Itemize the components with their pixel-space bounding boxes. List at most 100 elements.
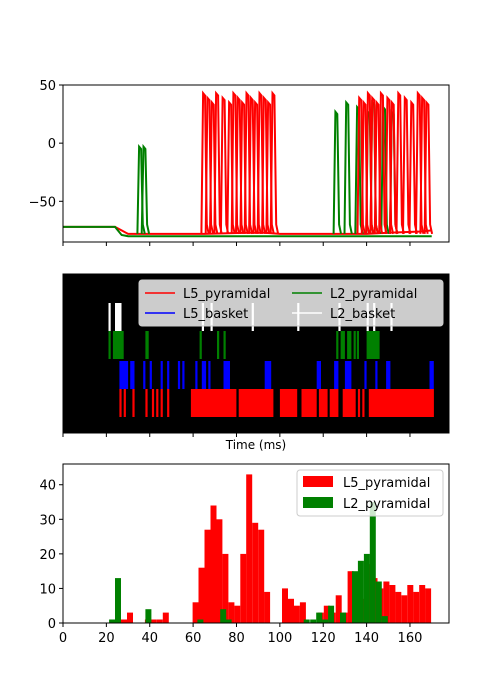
histogram-bar-l5-pyramidal: [210, 505, 217, 623]
action-potential-spike: [369, 95, 379, 235]
histogram-bar-l5-pyramidal: [240, 553, 247, 623]
histogram-bar-l2-pyramidal: [357, 560, 364, 623]
x-tick-label: 20: [98, 631, 115, 646]
raster-spike-l5-basket: [160, 361, 163, 389]
action-potential-spike: [269, 90, 280, 235]
raster-spike-l2-pyramidal: [199, 331, 202, 359]
raster-spike-l5-pyramidal: [342, 389, 356, 417]
raster-spike-l5-pyramidal: [301, 389, 317, 417]
histogram-bar-l5-pyramidal: [204, 529, 211, 623]
histogram-bar-l5-pyramidal: [198, 567, 205, 623]
y-tick-label: 20: [39, 548, 56, 563]
histogram-bar-l5-pyramidal: [222, 553, 229, 623]
raster-spike-l5-pyramidal: [357, 389, 361, 417]
histogram-bar-l2-pyramidal: [220, 609, 227, 623]
histogram-bar-l5-pyramidal: [156, 619, 163, 623]
histogram-bar-l2-pyramidal: [145, 609, 152, 623]
legend-label: L5_pyramidal: [343, 476, 430, 491]
raster-spike-l5-pyramidal: [368, 389, 434, 417]
raster-spike-l5-basket: [208, 361, 211, 389]
raster-spike-l5-basket: [334, 361, 339, 389]
raster-spike-l5-pyramidal: [190, 389, 237, 417]
histogram-bar-l2-pyramidal: [381, 616, 388, 623]
voltage-axis-ticks: −50 0 50: [29, 79, 411, 246]
histogram-bar-l5-pyramidal: [383, 581, 390, 623]
raster-spike-l2-pyramidal: [223, 331, 226, 359]
raster-spike-l5-pyramidal: [167, 389, 170, 417]
raster-spike-l5-basket: [119, 361, 129, 389]
raster-spike-l5-pyramidal: [329, 389, 339, 417]
action-potential-spike: [200, 90, 210, 235]
histogram-bar-l5-pyramidal: [228, 602, 235, 623]
histogram-bar-l2-pyramidal: [340, 612, 346, 623]
histogram-bar-l5-pyramidal: [121, 619, 127, 623]
raster-spike-l5-basket: [364, 361, 367, 389]
raster-spike-l5-basket: [143, 361, 146, 389]
raster-spike-l5-pyramidal: [123, 389, 126, 417]
voltage-traces: [63, 90, 434, 238]
raster-spike-l5-pyramidal: [362, 389, 365, 417]
histogram-bar-l5-pyramidal: [127, 612, 133, 623]
histogram-bar-l2-pyramidal: [310, 619, 317, 623]
x-tick-label: 40: [141, 631, 158, 646]
raster-spike-l5-pyramidal: [238, 389, 274, 417]
legend-label: L2_pyramidal: [343, 497, 430, 512]
histogram-bar-l2-pyramidal: [375, 581, 382, 623]
raster-spike-l5-basket: [182, 361, 185, 389]
raster-spike-l2-basket: [108, 303, 111, 331]
y-tick-label: 40: [39, 479, 56, 494]
histogram-axis-ticks: 0 10 20 30 40 0 20 40 60 80 100 120 140 160: [39, 479, 422, 646]
legend-label: L5_pyramidal: [183, 287, 270, 302]
histogram-bar-l5-pyramidal: [347, 571, 354, 623]
raster-spike-l5-pyramidal: [156, 389, 159, 417]
action-potential-spike: [209, 99, 219, 235]
legend-label: L2_pyramidal: [330, 287, 417, 302]
histogram-bars: [109, 474, 432, 623]
raster-spike-l5-pyramidal: [132, 389, 135, 417]
action-potential-spike: [252, 99, 262, 235]
action-potential-spike: [356, 95, 366, 235]
raster-spike-l5-pyramidal: [145, 389, 148, 417]
legend-label: L5_basket: [183, 307, 248, 322]
raster-spike-l5-basket: [429, 361, 434, 389]
raster-spike-l2-pyramidal: [217, 331, 220, 359]
histogram-bar-l2-pyramidal: [352, 571, 358, 623]
action-potential-spike: [373, 99, 384, 235]
legend-swatch: [303, 497, 333, 508]
action-potential-spike: [332, 108, 342, 235]
x-tick-label: 140: [354, 631, 379, 646]
action-potential-spike: [343, 99, 353, 235]
histogram-bar-l5-pyramidal: [299, 602, 306, 623]
histogram-bar-l5-pyramidal: [395, 591, 402, 623]
histogram-bar-l5-pyramidal: [335, 595, 342, 623]
action-potential-spike: [384, 95, 395, 235]
action-potential-spike: [204, 95, 215, 235]
histogram-bar-l5-pyramidal: [407, 585, 414, 623]
action-potential-spike: [235, 95, 245, 235]
histogram-bar-l2-pyramidal: [115, 578, 121, 623]
action-potential-spike: [365, 90, 375, 235]
raster-spike-l2-pyramidal: [347, 331, 352, 359]
y-tick-label: 0: [48, 617, 56, 632]
histogram-bar-l5-pyramidal: [162, 612, 169, 623]
legend-box: [296, 469, 444, 517]
y-tick-label: 50: [39, 79, 56, 94]
raster-spike-l5-basket: [195, 361, 198, 389]
histogram-bar-l2-pyramidal: [303, 619, 310, 623]
action-potential-spike: [239, 99, 249, 235]
action-potential-spike: [380, 104, 390, 235]
raster-spike-l2-pyramidal: [356, 331, 359, 359]
action-potential-spike: [261, 95, 271, 235]
histogram-bar-l2-pyramidal: [109, 619, 116, 623]
histogram-bar-l5-pyramidal: [419, 585, 426, 623]
action-potential-spike: [415, 90, 425, 235]
raster-spike-l5-basket: [344, 361, 352, 389]
x-tick-label: 160: [398, 631, 423, 646]
legend-label: L2_basket: [330, 307, 395, 322]
histogram-bar-l5-pyramidal: [258, 529, 265, 623]
raster-spike-l5-basket: [130, 361, 135, 389]
raster-spike-l5-basket: [223, 361, 230, 389]
action-potential-spike: [256, 90, 267, 235]
raster-spike-l5-pyramidal: [160, 389, 163, 417]
histogram-bar-l5-pyramidal: [293, 605, 300, 623]
